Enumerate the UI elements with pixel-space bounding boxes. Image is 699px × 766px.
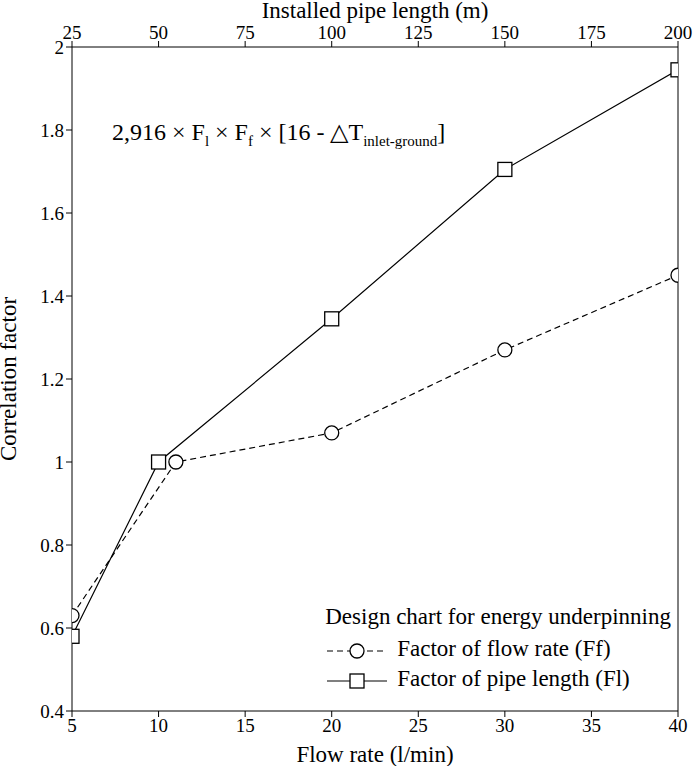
svg-text:1: 1 [55,452,65,473]
svg-text:Correlation factor: Correlation factor [0,297,21,461]
svg-text:25: 25 [409,715,428,736]
html-text:Design chart for energy underp: Design chart for energy underpinning [325,604,671,629]
svg-text:10: 10 [149,715,168,736]
svg-text:15: 15 [236,715,255,736]
svg-text:5: 5 [67,715,77,736]
svg-text:1.4: 1.4 [40,286,64,307]
svg-text:175: 175 [577,22,606,43]
svg-text:25: 25 [63,22,82,43]
svg-text:2: 2 [55,37,65,58]
html-text:Factor of flow rate (Ff): Factor of flow rate (Ff) [397,636,611,661]
html-text:2,916 × Fl× Ff× [16 - △Tinlet-: 2,916 × Fl× Ff× [16 - △Tinlet-ground] [112,119,446,149]
svg-text:200: 200 [664,22,693,43]
svg-text:75: 75 [236,22,255,43]
svg-text:Flow rate (l/min): Flow rate (l/min) [296,742,453,766]
svg-text:0.8: 0.8 [40,535,64,556]
html-text:Factor of pipe length (Fl): Factor of pipe length (Fl) [397,666,630,691]
svg-text:125: 125 [404,22,433,43]
svg-text:150: 150 [491,22,520,43]
svg-text:0.4: 0.4 [40,701,64,722]
svg-text:1.8: 1.8 [40,120,64,141]
svg-text:1.2: 1.2 [40,369,64,390]
svg-text:100: 100 [317,22,346,43]
svg-text:35: 35 [582,715,601,736]
svg-text:40: 40 [669,715,688,736]
svg-text:50: 50 [149,22,168,43]
svg-text:20: 20 [322,715,341,736]
svg-text:1.6: 1.6 [40,203,64,224]
svg-text:Installed pipe length (m): Installed pipe length (m) [262,0,489,23]
svg-text:30: 30 [495,715,514,736]
svg-text:0.6: 0.6 [40,618,64,639]
